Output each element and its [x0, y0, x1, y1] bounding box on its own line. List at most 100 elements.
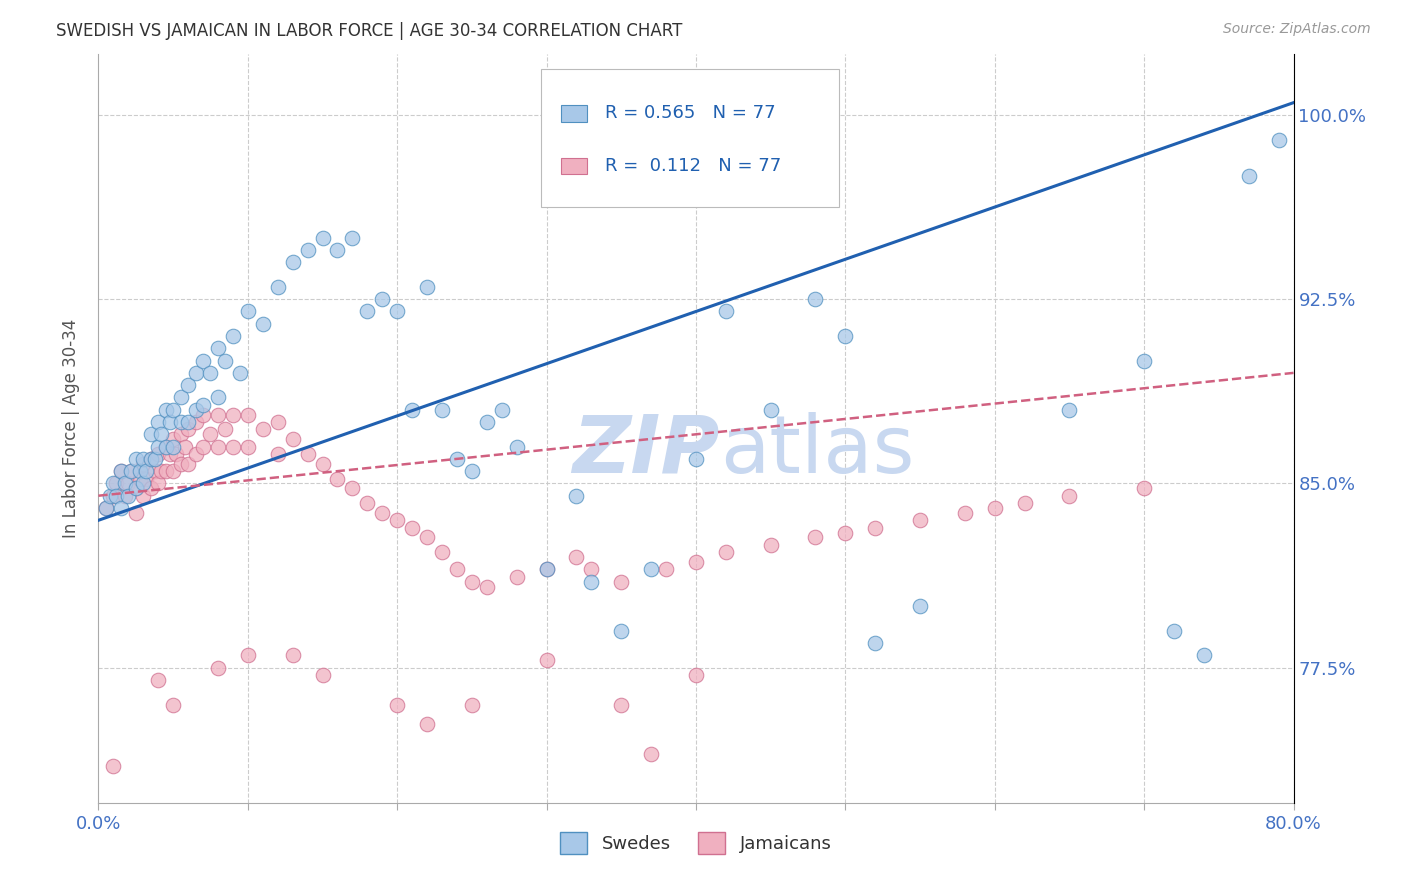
Point [834, 525, 856, 540]
Point [117, 489, 139, 503]
Point [110, 464, 132, 478]
Point [214, 422, 236, 436]
Point [114, 489, 136, 503]
Point [430, 402, 453, 417]
Point [150, 464, 173, 478]
Point [804, 292, 827, 306]
Point [132, 476, 155, 491]
Point [953, 506, 976, 520]
Point [165, 447, 187, 461]
Point [297, 243, 319, 257]
Point [581, 562, 603, 576]
Point [177, 422, 200, 436]
Point [714, 545, 737, 559]
Point [416, 717, 439, 731]
Point [148, 440, 170, 454]
Point [207, 408, 229, 422]
Point [135, 471, 157, 485]
Point [267, 415, 290, 429]
Point [162, 440, 184, 454]
Point [155, 402, 177, 417]
Point [281, 255, 304, 269]
Point [834, 329, 856, 343]
Point [311, 457, 333, 471]
Point [191, 353, 214, 368]
Point [184, 366, 207, 380]
Point [461, 464, 484, 478]
Point [114, 476, 136, 491]
Point [461, 574, 484, 589]
Point [475, 415, 498, 429]
Point [1163, 624, 1185, 638]
Point [150, 427, 173, 442]
Point [371, 506, 394, 520]
Point [610, 574, 633, 589]
Point [416, 531, 439, 545]
Text: Source: ZipAtlas.com: Source: ZipAtlas.com [1223, 22, 1371, 37]
Point [139, 481, 162, 495]
Point [685, 451, 707, 466]
Point [1267, 132, 1289, 146]
Point [139, 451, 162, 466]
Point [506, 440, 529, 454]
Point [148, 673, 170, 687]
Point [475, 580, 498, 594]
Point [640, 562, 662, 576]
Point [200, 366, 222, 380]
Point [125, 451, 148, 466]
Point [371, 292, 394, 306]
Point [236, 440, 259, 454]
Point [135, 464, 157, 478]
Point [207, 391, 229, 405]
Point [685, 555, 707, 569]
Point [311, 668, 333, 682]
Point [236, 408, 259, 422]
Point [94, 501, 117, 516]
Point [229, 366, 252, 380]
Point [446, 562, 468, 576]
Point [401, 402, 423, 417]
Point [162, 432, 184, 446]
Point [326, 471, 349, 485]
Point [155, 464, 177, 478]
Point [155, 440, 177, 454]
Point [143, 464, 166, 478]
Point [326, 243, 349, 257]
Point [865, 636, 887, 650]
Point [110, 501, 132, 516]
Point [267, 447, 290, 461]
Point [430, 545, 453, 559]
Point [416, 280, 439, 294]
Point [159, 415, 181, 429]
Point [536, 653, 558, 667]
FancyBboxPatch shape [541, 69, 839, 207]
Point [908, 513, 931, 527]
Point [174, 440, 197, 454]
Point [139, 451, 162, 466]
Point [565, 550, 588, 565]
Point [169, 391, 191, 405]
Text: atlas: atlas [720, 411, 914, 490]
Point [148, 476, 170, 491]
Y-axis label: In Labor Force | Age 30-34: In Labor Force | Age 30-34 [62, 318, 80, 538]
Point [177, 415, 200, 429]
Point [685, 668, 707, 682]
Point [252, 317, 274, 331]
Point [759, 538, 782, 552]
Point [506, 570, 529, 584]
Point [169, 427, 191, 442]
Point [342, 231, 364, 245]
Point [169, 415, 191, 429]
Point [714, 304, 737, 318]
Point [125, 506, 148, 520]
Point [120, 464, 142, 478]
Point [162, 698, 184, 712]
Point [1133, 353, 1156, 368]
Point [132, 451, 155, 466]
Point [491, 402, 513, 417]
Point [207, 440, 229, 454]
Point [162, 464, 184, 478]
Point [103, 476, 125, 491]
Point [191, 408, 214, 422]
Point [129, 471, 152, 485]
